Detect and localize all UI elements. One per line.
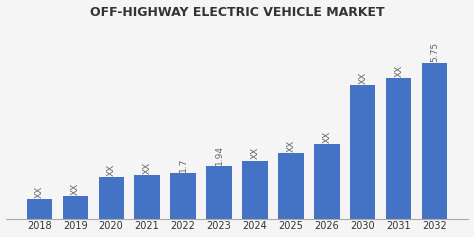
Bar: [314, 144, 339, 219]
Bar: [135, 175, 160, 219]
Title: OFF-HIGHWAY ELECTRIC VEHICLE MARKET: OFF-HIGHWAY ELECTRIC VEHICLE MARKET: [90, 5, 384, 18]
Bar: [207, 166, 232, 219]
Bar: [422, 63, 447, 219]
Bar: [99, 177, 124, 219]
Text: XX: XX: [143, 161, 152, 174]
Bar: [350, 85, 375, 219]
Bar: [171, 173, 196, 219]
Text: XX: XX: [394, 65, 403, 77]
Text: XX: XX: [358, 71, 367, 84]
Bar: [27, 199, 52, 219]
Text: XX: XX: [250, 147, 259, 160]
Text: XX: XX: [107, 163, 116, 176]
Text: XX: XX: [35, 186, 44, 198]
Text: 1.7: 1.7: [179, 157, 188, 172]
Bar: [63, 196, 88, 219]
Text: XX: XX: [322, 131, 331, 143]
Bar: [386, 78, 411, 219]
Bar: [242, 160, 267, 219]
Text: 1.94: 1.94: [215, 145, 224, 165]
Text: 5.75: 5.75: [430, 42, 439, 62]
Bar: [278, 153, 303, 219]
Text: XX: XX: [286, 140, 295, 152]
Text: XX: XX: [71, 182, 80, 195]
